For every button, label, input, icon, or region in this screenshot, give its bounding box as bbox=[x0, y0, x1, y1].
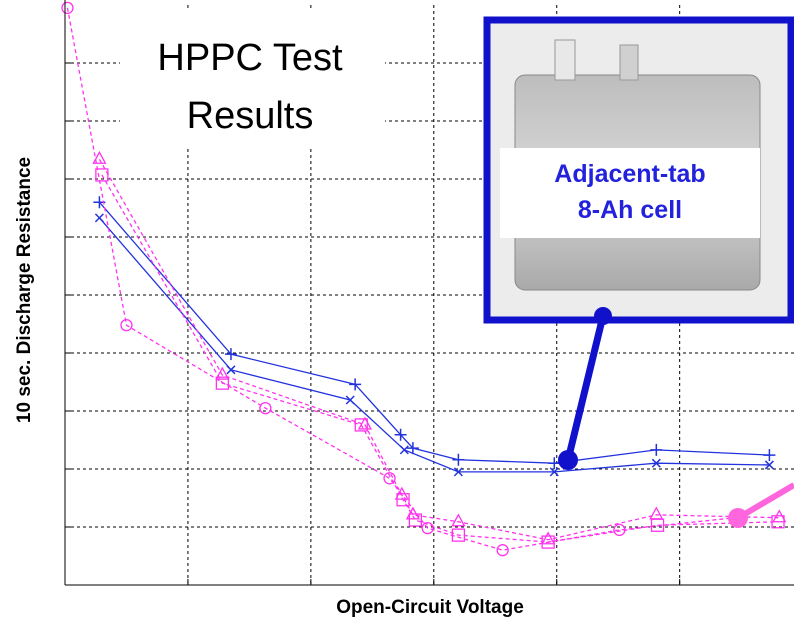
marker bbox=[421, 522, 434, 535]
marker bbox=[396, 493, 410, 507]
marker bbox=[613, 523, 626, 537]
y-axis-label: 10 sec. Discharge Resistance bbox=[14, 157, 35, 423]
annotation-title: HPPC Test bbox=[157, 37, 343, 79]
cell-tab bbox=[554, 39, 576, 81]
marker bbox=[120, 319, 133, 332]
marker bbox=[650, 518, 665, 532]
x-axis-label: Open-Circuit Voltage bbox=[336, 597, 524, 618]
callout-pointer bbox=[564, 315, 607, 461]
annotation-title: Results bbox=[187, 95, 314, 137]
marker bbox=[771, 515, 785, 529]
marker bbox=[92, 150, 107, 164]
marker bbox=[61, 1, 74, 15]
marker bbox=[259, 401, 272, 415]
callout-label-box bbox=[500, 148, 760, 238]
marker bbox=[354, 418, 368, 432]
marker bbox=[650, 443, 663, 456]
marker bbox=[541, 531, 556, 545]
marker bbox=[383, 472, 396, 485]
marker bbox=[226, 365, 236, 375]
marker bbox=[406, 442, 419, 455]
series-line bbox=[101, 174, 779, 543]
marker bbox=[357, 416, 373, 430]
marker bbox=[94, 213, 104, 223]
pointer-dot bbox=[728, 508, 748, 528]
series-group bbox=[61, 1, 787, 557]
callout-label: 8-Ah cell bbox=[578, 196, 682, 224]
marker bbox=[496, 544, 509, 557]
marker bbox=[548, 457, 561, 470]
marker bbox=[541, 535, 555, 549]
marker bbox=[405, 506, 420, 520]
series-line bbox=[66, 7, 736, 551]
marker bbox=[215, 366, 230, 380]
marker bbox=[763, 449, 776, 462]
marker bbox=[452, 453, 465, 466]
pointer-dot bbox=[558, 450, 578, 470]
callout-label: Adjacent-tab bbox=[554, 160, 705, 188]
marker bbox=[764, 460, 774, 470]
pointer-dot bbox=[594, 307, 612, 325]
marker bbox=[215, 376, 230, 390]
cell-tab bbox=[619, 44, 639, 81]
marker bbox=[399, 445, 409, 455]
series-line bbox=[98, 217, 770, 473]
marker bbox=[549, 467, 559, 477]
marker bbox=[345, 395, 355, 405]
marker bbox=[408, 513, 423, 527]
title-backdrop bbox=[120, 8, 385, 148]
marker bbox=[224, 348, 237, 361]
marker bbox=[451, 513, 466, 527]
marker bbox=[649, 506, 664, 520]
callout-pointer bbox=[736, 482, 794, 521]
marker bbox=[394, 428, 407, 441]
marker bbox=[349, 378, 362, 391]
cell-callout: Adjacent-tab 8-Ah cell bbox=[483, 16, 794, 528]
marker bbox=[651, 458, 661, 468]
marker bbox=[453, 467, 463, 477]
marker bbox=[95, 168, 109, 182]
